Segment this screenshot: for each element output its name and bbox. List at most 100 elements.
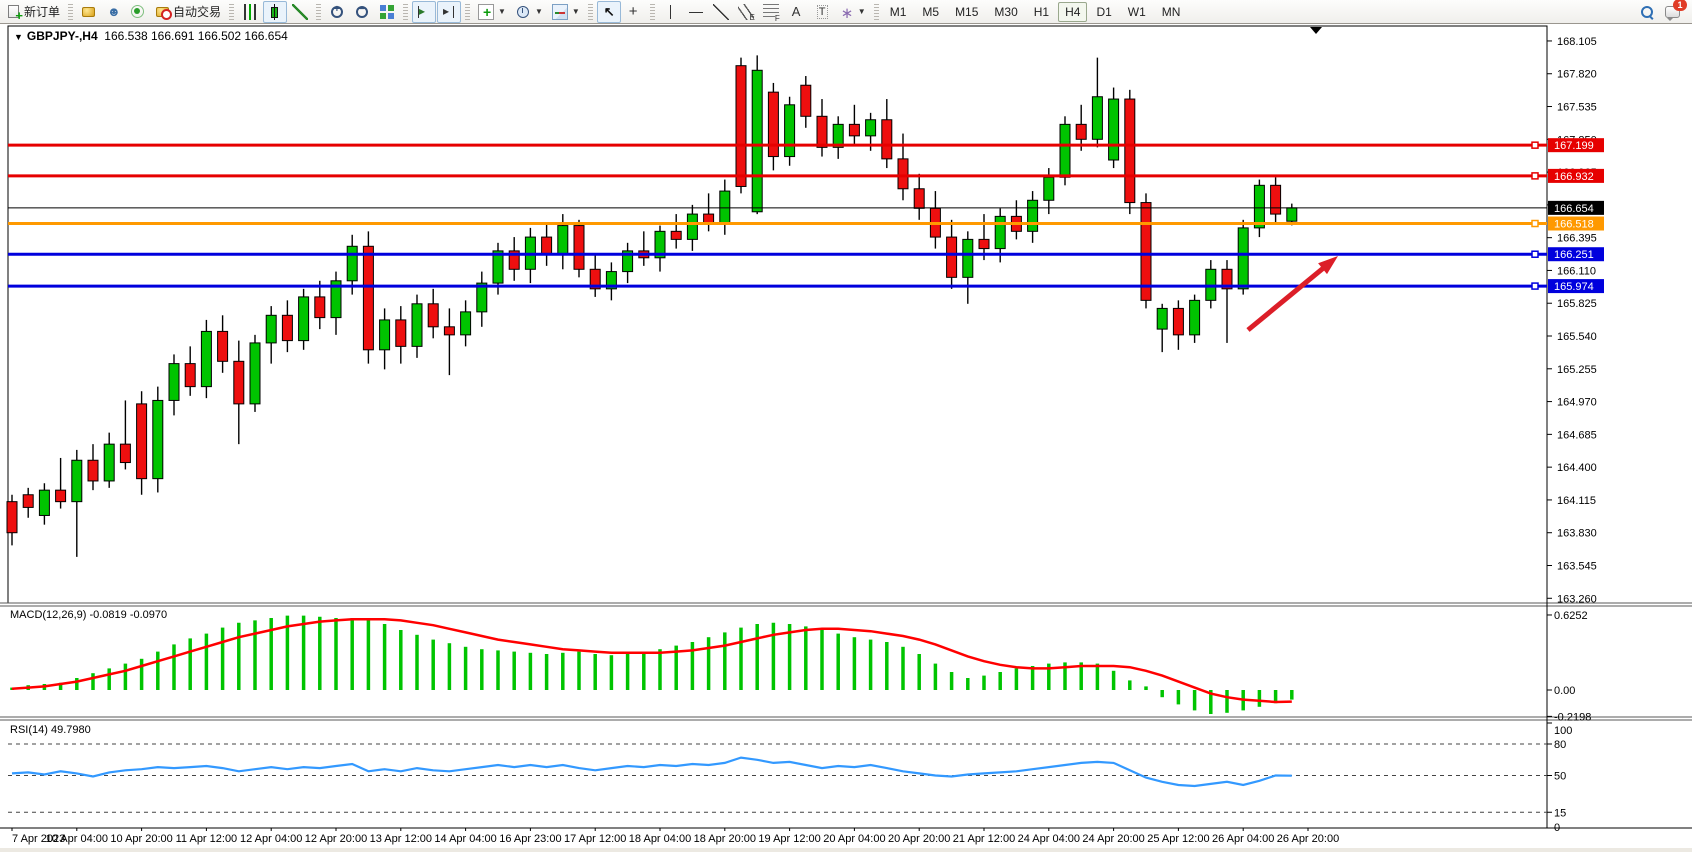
trend-arrow-head[interactable] (1318, 256, 1338, 275)
candle-down (978, 238, 990, 250)
candle-up (492, 250, 504, 284)
zoom-out-button[interactable] (350, 1, 374, 23)
crosshair-button[interactable] (622, 1, 646, 23)
candle-up (1027, 199, 1039, 232)
hline-handle[interactable] (1531, 282, 1539, 290)
macd-tick-label: 0.6252 (1554, 610, 1588, 622)
candle-down (1172, 307, 1184, 336)
text-icon (788, 4, 804, 20)
timeframe-H1[interactable]: H1 (1033, 4, 1050, 19)
indicators-icon (478, 3, 495, 20)
arrows-button[interactable]: ▼ (834, 1, 870, 23)
candle-up (411, 303, 423, 347)
bar-chart-button[interactable] (238, 1, 262, 23)
candle-up (460, 311, 472, 336)
notification-badge: 1 (1673, 0, 1687, 11)
new-order-icon (8, 5, 23, 23)
price-tick-label: 163.260 (1557, 593, 1597, 605)
timeframe-MN[interactable]: MN (1161, 4, 1181, 19)
chart-title[interactable]: ▼ GBPJPY-,H4 166.538 166.691 166.502 166.… (14, 29, 288, 43)
candle-down (6, 501, 18, 534)
periods-button[interactable]: ▼ (511, 1, 547, 23)
candlestick-icon (267, 3, 283, 20)
chat-button[interactable]: 1 (1660, 0, 1687, 23)
candle-down (22, 494, 34, 508)
bar-chart-icon (242, 3, 259, 20)
signals-button[interactable] (126, 1, 150, 23)
candle-up (1156, 307, 1168, 330)
timeframe-M5[interactable]: M5 (922, 4, 940, 19)
tile-windows-button[interactable] (375, 1, 399, 23)
chart-shift-button[interactable] (437, 0, 462, 23)
time-label: 21 Apr 12:00 (953, 833, 1015, 845)
rsi-tick-label: 80 (1554, 739, 1566, 751)
hline-handle[interactable] (1531, 172, 1539, 180)
hline-handle[interactable] (1531, 141, 1539, 149)
vertical-line-button[interactable] (659, 1, 683, 23)
time-label: 10 Apr 04:00 (46, 833, 108, 845)
horizontal-line-button[interactable] (684, 1, 708, 23)
autotrade-button[interactable]: 自动交易 (151, 1, 225, 23)
candle-up (784, 104, 796, 158)
trendline-button[interactable] (709, 1, 733, 23)
macd-tick-label: -0.2198 (1554, 711, 1591, 723)
candle-up (751, 69, 763, 213)
trendline-icon (712, 3, 729, 20)
price-flag (1548, 247, 1604, 262)
time-label: 10 Apr 20:00 (110, 833, 172, 845)
chart-shift-marker[interactable] (1310, 27, 1322, 34)
trend-arrow-shaft[interactable] (1246, 264, 1328, 332)
periods-icon (515, 4, 531, 20)
auto-scroll-button[interactable] (412, 0, 437, 23)
text-label-icon (813, 4, 829, 20)
templates-icon (551, 3, 568, 20)
search-button[interactable] (1635, 1, 1659, 23)
price-flag-label: 166.251 (1554, 249, 1594, 261)
symbol-period: GBPJPY-,H4 (26, 29, 98, 43)
candlestick-button[interactable] (263, 0, 288, 23)
hline-handle[interactable] (1531, 250, 1539, 258)
cursor-icon (601, 4, 617, 20)
candle-down (443, 326, 455, 336)
candle-up (994, 215, 1006, 250)
line-chart-button[interactable] (288, 1, 312, 23)
timeframe-M30[interactable]: M30 (994, 4, 1018, 19)
candle-down (87, 459, 99, 482)
timeframe-M1[interactable]: M1 (889, 4, 907, 19)
navigator-button[interactable] (101, 1, 125, 23)
candle-up (249, 342, 261, 405)
candle-down (816, 115, 828, 148)
one-click-trading-icon[interactable]: ▼ (14, 32, 23, 42)
text-button[interactable] (784, 1, 808, 23)
price-tick-label: 167.820 (1557, 69, 1597, 81)
text-label-button[interactable] (809, 1, 833, 23)
fibonacci-button[interactable] (759, 1, 783, 23)
timeframe-D1[interactable]: D1 (1096, 4, 1112, 19)
new-order-button[interactable]: 新订单 (2, 1, 64, 23)
quotes-button[interactable] (77, 1, 100, 23)
channel-button[interactable] (734, 1, 758, 23)
candle-up (330, 280, 342, 319)
candle-down (508, 250, 520, 270)
templates-button[interactable]: ▼ (548, 1, 584, 23)
hline-handle[interactable] (1531, 219, 1539, 228)
candle-up (71, 459, 83, 503)
candle-up (346, 245, 358, 282)
candle-up (832, 123, 844, 148)
timeframe-M15[interactable]: M15 (955, 4, 979, 19)
timeframe-W1[interactable]: W1 (1127, 4, 1146, 19)
chevron-down-icon: ▼ (498, 7, 506, 16)
indicators-button[interactable]: ▼ (474, 1, 510, 23)
candle-down (362, 245, 374, 351)
price-tick-label: 168.105 (1557, 36, 1597, 48)
toolbar-grip (229, 3, 235, 20)
macd-label: MACD(12,26,9) -0.0819 -0.0970 (10, 609, 168, 621)
quotes-icon (82, 6, 96, 17)
candle-up (1237, 227, 1249, 290)
cursor-button[interactable] (596, 0, 621, 23)
timeframe-H4[interactable]: H4 (1058, 1, 1088, 22)
zoom-in-button[interactable] (325, 1, 349, 23)
price-flag (1548, 168, 1604, 183)
